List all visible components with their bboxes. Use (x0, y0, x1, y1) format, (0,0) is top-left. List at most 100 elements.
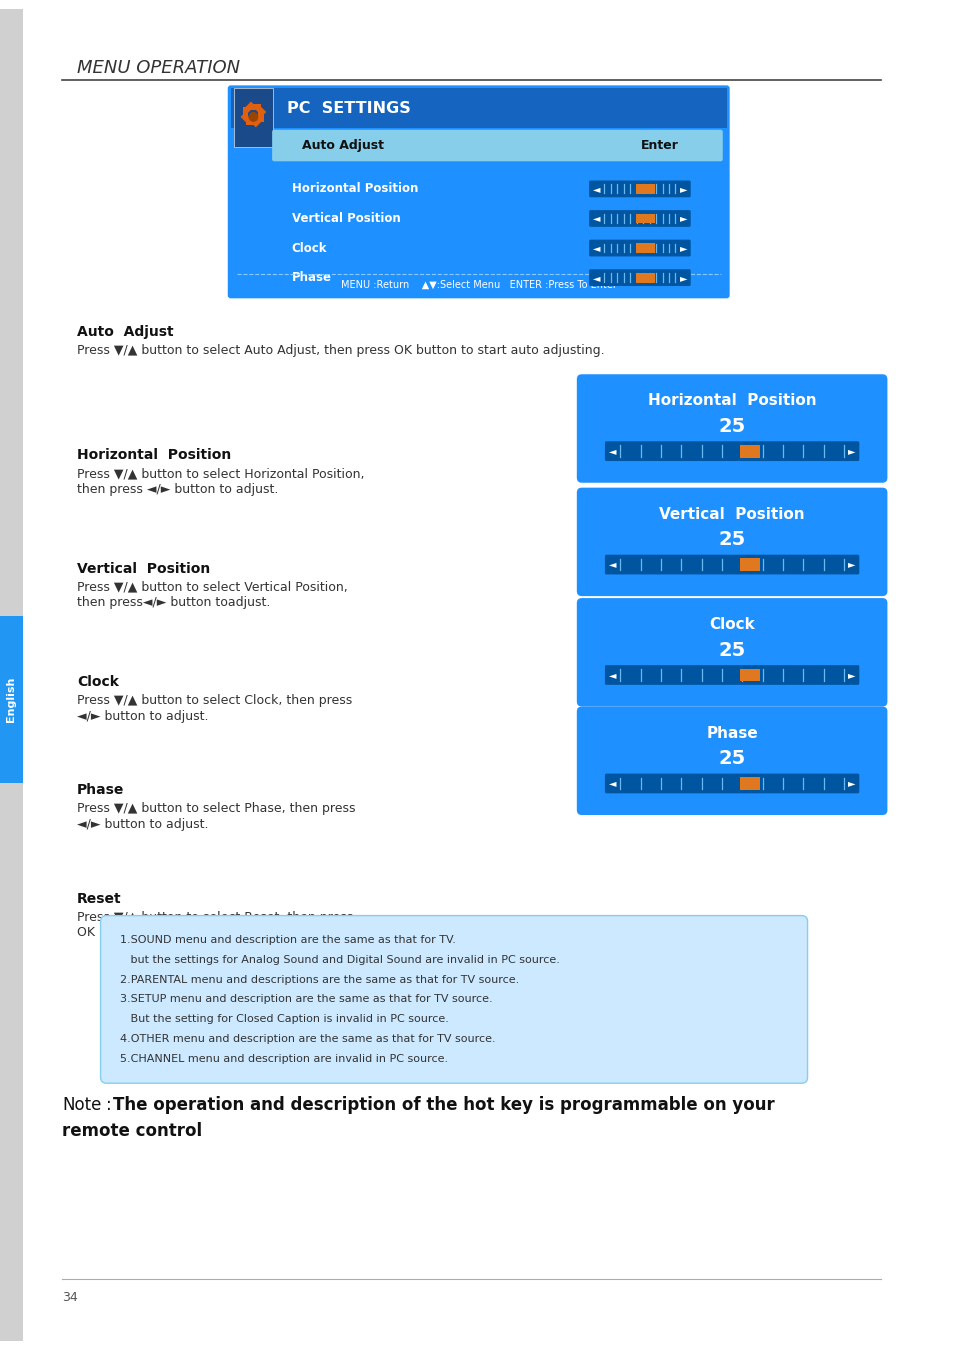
Bar (246, 119, 255, 126)
Text: Horizontal  Position: Horizontal Position (647, 393, 816, 409)
Text: then press ◄/► button to adjust.: then press ◄/► button to adjust. (77, 483, 278, 495)
Text: 3.SETUP menu and description are the same as that for TV source.: 3.SETUP menu and description are the sam… (120, 995, 493, 1004)
Text: Reset: Reset (292, 301, 330, 313)
Circle shape (248, 112, 258, 122)
Text: 34: 34 (62, 1291, 78, 1304)
Bar (0, 9, 23, 1341)
Text: 2.PARENTAL menu and descriptions are the same as that for TV source.: 2.PARENTAL menu and descriptions are the… (120, 975, 519, 984)
Text: 4.OTHER menu and description are the same as that for TV source.: 4.OTHER menu and description are the sam… (120, 1034, 496, 1044)
Text: Press ▼/▲ button to select Vertical Position,: Press ▼/▲ button to select Vertical Posi… (77, 580, 347, 594)
Text: But the setting for Closed Caption is invalid in PC source.: But the setting for Closed Caption is in… (120, 1014, 449, 1025)
Bar (635, 243, 655, 252)
Text: ◄: ◄ (592, 273, 599, 282)
Bar (251, 104, 260, 109)
FancyBboxPatch shape (604, 555, 859, 575)
FancyBboxPatch shape (589, 240, 690, 256)
Text: MENU OPERATION: MENU OPERATION (77, 59, 240, 77)
Text: 1.SOUND menu and description are the same as that for TV.: 1.SOUND menu and description are the sam… (120, 936, 456, 945)
Text: Clock: Clock (708, 617, 754, 632)
Text: ►: ► (679, 213, 686, 224)
FancyBboxPatch shape (589, 211, 690, 227)
Bar (240, 112, 252, 124)
FancyBboxPatch shape (604, 666, 859, 684)
Text: :: : (106, 1096, 116, 1114)
Text: remote control: remote control (62, 1122, 202, 1139)
Bar (740, 558, 760, 571)
Text: Horizontal Position: Horizontal Position (292, 182, 417, 196)
FancyBboxPatch shape (577, 598, 886, 706)
FancyBboxPatch shape (604, 774, 859, 794)
Bar (252, 116, 262, 127)
Text: ◄: ◄ (592, 184, 599, 194)
Text: ►: ► (847, 779, 855, 788)
Text: Press ▼/▲ button to select Horizontal Position,: Press ▼/▲ button to select Horizontal Po… (77, 467, 364, 481)
Bar (740, 778, 760, 790)
Text: Vertical  Position: Vertical Position (659, 506, 804, 522)
Bar (740, 444, 760, 458)
Text: ►: ► (679, 184, 686, 194)
Text: Phase: Phase (77, 783, 124, 798)
FancyBboxPatch shape (577, 706, 886, 815)
Bar (740, 668, 760, 682)
FancyBboxPatch shape (272, 130, 722, 161)
Bar (231, 88, 726, 128)
Text: Enter: Enter (621, 301, 658, 313)
Text: 25: 25 (718, 641, 745, 660)
Text: Note: Note (62, 1096, 101, 1114)
Text: Enter: Enter (640, 139, 678, 153)
FancyBboxPatch shape (228, 85, 729, 298)
Text: Vertical Position: Vertical Position (292, 212, 400, 225)
Text: Press ▼/▲ button to select Clock, then press: Press ▼/▲ button to select Clock, then p… (77, 694, 352, 707)
Text: ◄/► button to adjust.: ◄/► button to adjust. (77, 818, 208, 832)
Text: Clock: Clock (292, 242, 327, 255)
Text: Phase: Phase (292, 271, 332, 284)
Bar (635, 213, 655, 223)
Bar (233, 88, 273, 147)
Text: ◄: ◄ (592, 243, 599, 252)
Text: ◄: ◄ (608, 446, 616, 456)
Bar (635, 273, 655, 282)
Text: 25: 25 (718, 417, 745, 436)
Text: Auto  Adjust: Auto Adjust (77, 325, 173, 339)
Text: The operation and description of the hot key is programmable on your: The operation and description of the hot… (113, 1096, 775, 1114)
Text: but the settings for Analog Sound and Digital Sound are invalid in PC source.: but the settings for Analog Sound and Di… (120, 954, 559, 965)
FancyBboxPatch shape (577, 487, 886, 597)
FancyBboxPatch shape (604, 441, 859, 462)
Text: ◄: ◄ (608, 779, 616, 788)
Text: 5.CHANNEL menu and description are invalid in PC source.: 5.CHANNEL menu and description are inval… (120, 1053, 448, 1064)
Text: Press ▼/▲ button to select Reset, then press: Press ▼/▲ button to select Reset, then p… (77, 911, 353, 923)
Text: Clock: Clock (77, 675, 119, 688)
Text: 25: 25 (718, 749, 745, 768)
Text: English: English (7, 676, 16, 722)
FancyBboxPatch shape (589, 181, 690, 197)
Text: Reset: Reset (77, 892, 121, 906)
Text: Horizontal  Position: Horizontal Position (77, 448, 231, 462)
Text: ◄/► button to adjust.: ◄/► button to adjust. (77, 710, 208, 722)
Text: ◄: ◄ (608, 559, 616, 570)
FancyBboxPatch shape (100, 915, 806, 1083)
Text: OK button to reset the options above.: OK button to reset the options above. (77, 926, 313, 940)
Bar (635, 184, 655, 194)
Text: Press ▼/▲ button to select Auto Adjust, then press OK button to start auto adjus: Press ▼/▲ button to select Auto Adjust, … (77, 344, 604, 356)
Bar (244, 101, 254, 112)
Text: ►: ► (847, 446, 855, 456)
Text: Auto Adjust: Auto Adjust (301, 139, 383, 153)
Text: ►: ► (847, 559, 855, 570)
Text: ◄: ◄ (608, 670, 616, 680)
Text: Phase: Phase (705, 726, 758, 741)
Bar (254, 105, 266, 116)
Bar (242, 107, 248, 117)
Bar (0, 616, 23, 783)
Text: ►: ► (847, 670, 855, 680)
Text: 25: 25 (718, 531, 745, 549)
FancyBboxPatch shape (577, 374, 886, 483)
Text: PC  SETTINGS: PC SETTINGS (287, 100, 410, 116)
Bar (258, 112, 264, 122)
Text: then press◄/► button toadjust.: then press◄/► button toadjust. (77, 597, 270, 609)
Text: ►: ► (679, 273, 686, 282)
Text: Press ▼/▲ button to select Phase, then press: Press ▼/▲ button to select Phase, then p… (77, 802, 355, 815)
FancyBboxPatch shape (589, 269, 690, 286)
Text: .: . (196, 1122, 201, 1139)
Text: ◄: ◄ (592, 213, 599, 224)
Text: Vertical  Position: Vertical Position (77, 562, 210, 575)
